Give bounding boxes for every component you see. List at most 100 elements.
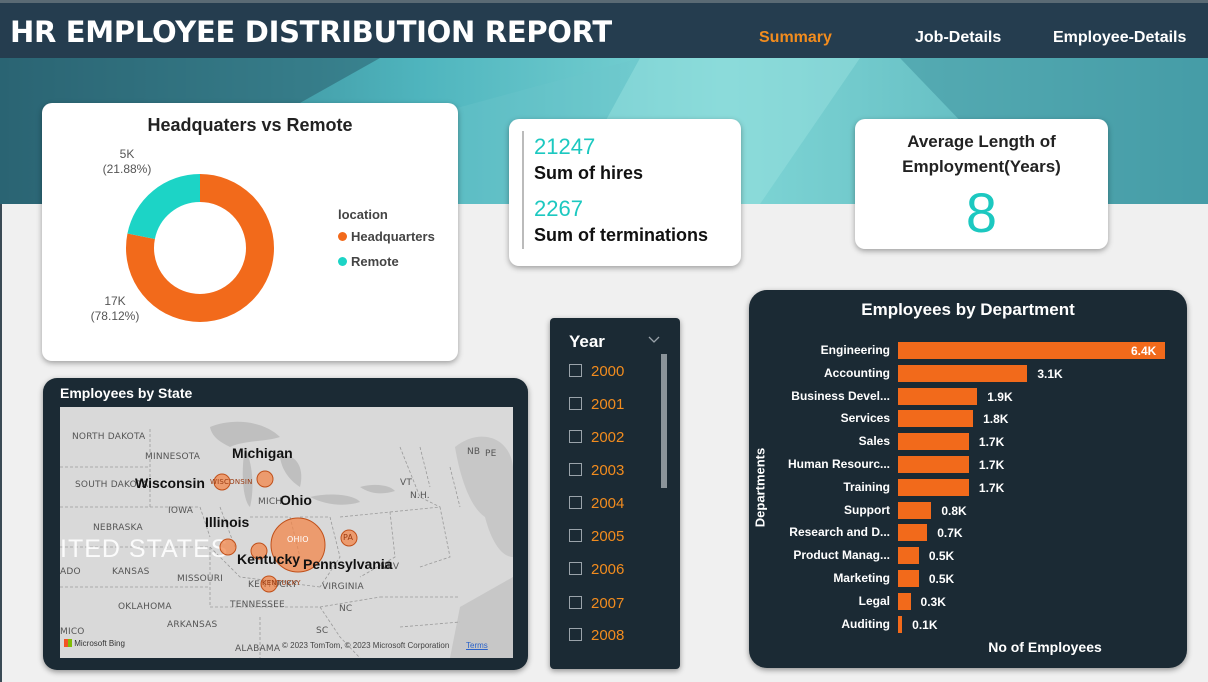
hq-data-label: 17K (78.12%) [90,294,140,323]
department-chart-card: Employees by Department Departments No o… [749,290,1187,668]
year-slicer [550,318,680,669]
dept-bar[interactable] [898,456,969,473]
dept-label: Research and D... [789,525,890,540]
nav-job-details[interactable]: Job-Details [915,29,1002,46]
dept-data-label: 0.8K [941,503,967,518]
slicer-collapse-chevron-icon[interactable] [648,336,660,344]
donut-slice-remote[interactable] [126,174,274,322]
top-bar: HR EMPLOYEE DISTRIBUTION REPORT Summary … [0,0,1208,58]
avg-length-title: Average Length of Employment(Years) [902,132,1061,176]
map-label-michigan: Michigan [232,445,293,461]
dept-bar[interactable] [898,547,919,565]
dept-data-label: 0.5K [928,572,955,586]
map-canvas[interactable]: NORTH DAKOTA MINNESOTA SOUTH DAKOTA IOWA… [60,407,513,658]
dept-data-label: 1.7K [978,458,1005,472]
dept-bar[interactable] [898,478,969,496]
year-option-2001[interactable]: 2001 [569,396,624,413]
map-label-mich: MICH [258,497,283,507]
dept-data-label: 1.7K [978,435,1005,450]
map-label-nev: NEV [380,562,400,572]
year-option-2008[interactable]: 2008 [569,627,624,644]
dept-data-label: 1.7K [978,480,1005,495]
avg-length-value: 8 [965,181,998,244]
map-watermark: ITED STATES [60,535,229,563]
dept-bar[interactable] [898,364,1028,382]
dept-data-label: 0.5K [928,549,955,564]
dept-data-label: 0.7K [937,526,963,541]
bubble-wisconsin[interactable] [213,473,231,491]
legend-title: location [338,207,388,222]
year-option-2006[interactable]: 2006 [569,561,624,578]
bubble-kentucky[interactable] [260,575,278,593]
bubble-illinois[interactable] [219,538,237,556]
dept-label: Sales [858,434,890,449]
dept-bar[interactable] [898,410,974,428]
map-label-kentucky: Kentucky [237,551,301,567]
bubble-michigan[interactable] [256,470,274,488]
dept-data-label: 0.3K [920,594,946,609]
map-label-sc: SC [316,626,329,636]
dept-data-label: 1.9K [987,389,1013,404]
year-option-2002[interactable]: 2002 [569,429,624,446]
department-chart-xlabel: No of Employees [988,639,1102,655]
legend-headquarters[interactable]: Headquarters [338,229,435,244]
terminations-value: 2267 [534,196,583,221]
year-option-2004[interactable]: 2004 [569,495,624,512]
hq-remote-donut [126,174,274,322]
dept-label: Accounting [824,365,890,380]
dept-label: Support [844,502,890,517]
map-label-tennessee: TENNESSEE [230,600,285,610]
year-option-2003[interactable]: 2003 [569,462,624,479]
bubble-tag-ohio: OHIO [287,535,309,544]
dept-label: Business Devel... [791,388,890,403]
dept-data-label: 6.4K [1131,344,1157,358]
nav-summary[interactable]: Summary [759,29,832,46]
bubble-pennsylvania[interactable] [340,529,358,547]
map-attribution: © 2023 TomTom, © 2023 Microsoft Corporat… [282,641,450,650]
map-label-illinois: Illinois [205,514,250,530]
map-label-nh: N.H. [410,491,430,501]
nav-employee-details[interactable]: Employee-Details [1053,29,1187,46]
slicer-title: Year [569,332,605,351]
map-label-minnesota: MINNESOTA [145,452,201,462]
map-label-ohio: Ohio [280,492,312,508]
terminations-label: Sum of terminations [534,225,709,245]
hires-value: 21247 [534,134,596,159]
year-option-2000[interactable]: 2000 [569,363,624,380]
bubble-ohio[interactable] [270,517,326,573]
dept-bar[interactable] [898,615,903,633]
dept-label: Services [840,411,890,426]
map-label-nb: NB [467,447,481,457]
department-chart-title: Employees by Department [861,300,1075,319]
year-option-2005[interactable]: 2005 [569,528,624,545]
bubble-tag-wisconsin: WISCONSIN [210,478,253,486]
dept-data-label: 0.1K [912,617,938,632]
dept-bar[interactable] [898,524,928,542]
map-label-nc: NC [339,604,353,614]
year-option-2007[interactable]: 2007 [569,595,624,612]
dept-bar[interactable] [898,342,1165,359]
remote-data-label: 5K (21.88%) [102,147,152,176]
kpi-divider [522,131,524,249]
dept-bar[interactable] [898,501,932,519]
map-label-mico: MICO [60,627,85,637]
dept-bar[interactable] [898,570,919,587]
map-label-missouri: MISSOURI [177,574,224,584]
slicer-scrollbar[interactable] [661,354,667,488]
map-label-kansas: KANSAS [112,567,150,577]
map-label-pe: PE [485,449,497,459]
dept-label: Marketing [833,571,890,585]
map-label-ado: ADO [60,567,81,577]
dept-bar[interactable] [898,433,969,451]
map-terms-link[interactable]: Terms [466,641,488,650]
dept-bar[interactable] [898,592,911,610]
map-label-pennsylvania: Pennsylvania [303,556,393,572]
map-label-south-dakota: SOUTH DAKOTA [75,480,149,490]
dept-bar[interactable] [898,387,978,405]
map-label-oklahoma: OKLAHOMA [118,602,172,612]
map-label-vt: VT [400,478,413,488]
state-map-card: Employees by State [43,378,528,670]
bubble-indiana[interactable] [250,542,268,560]
legend-remote[interactable]: Remote [338,254,399,269]
map-label-nebraska: NEBRASKA [93,523,143,533]
